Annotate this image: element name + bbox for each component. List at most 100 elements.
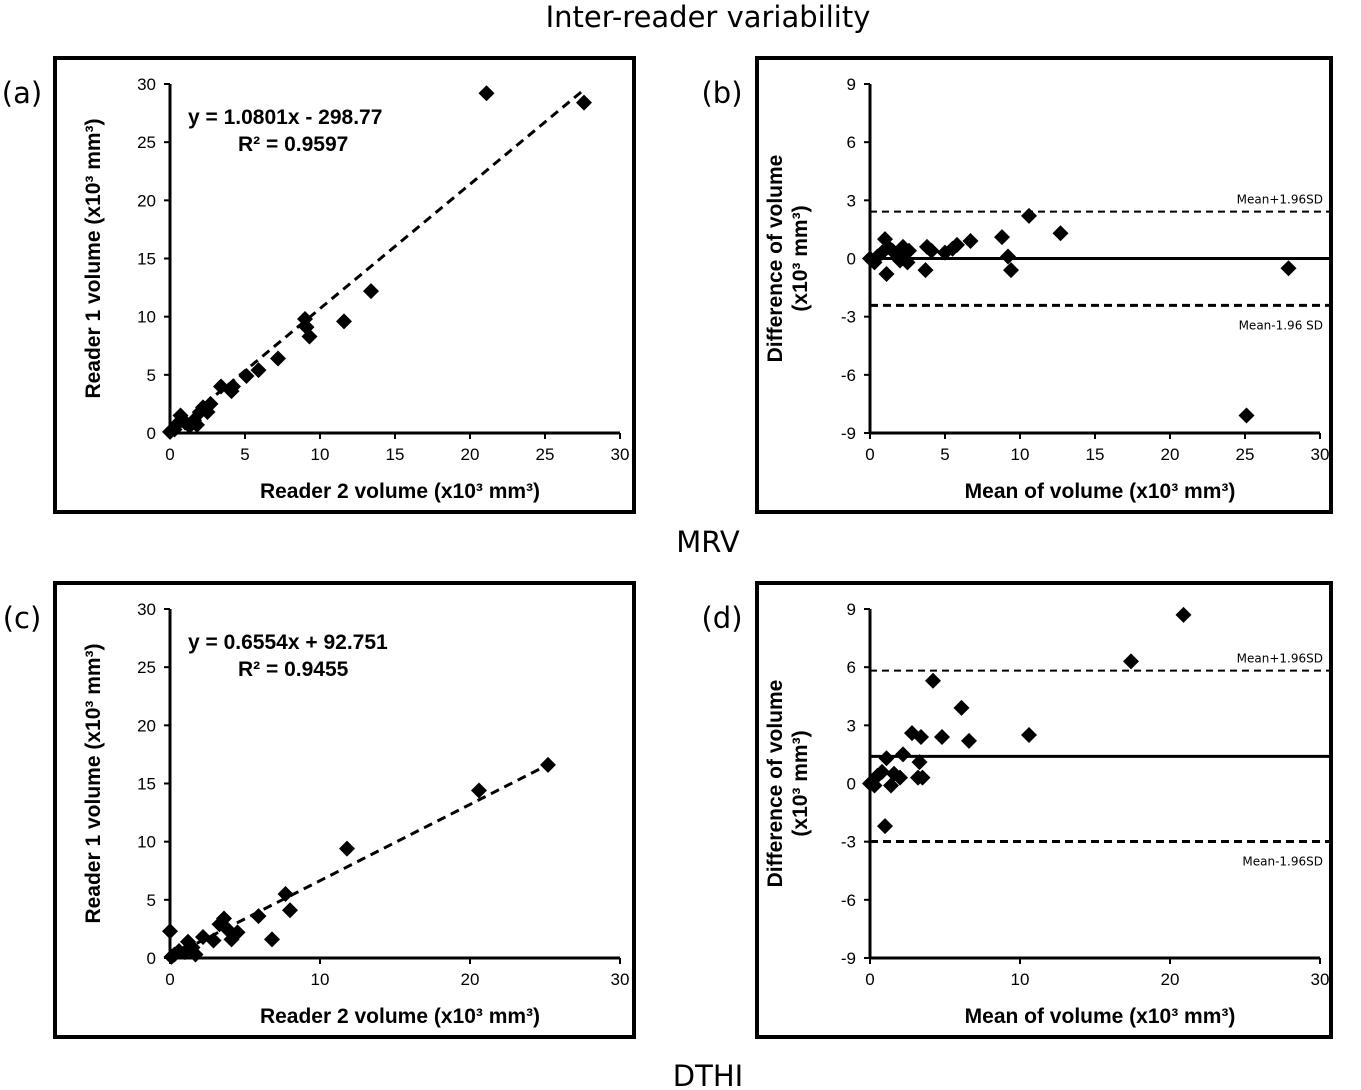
- trendline: [169, 763, 549, 959]
- data-point: [923, 242, 940, 259]
- panel-frame: [53, 56, 636, 514]
- y-tick-label: 20: [137, 716, 156, 735]
- x-axis-label: Reader 2 volume (x10³ mm³): [260, 480, 540, 503]
- x-tick-label: 10: [1011, 970, 1030, 989]
- y-axis-label-units: (x10³ mm³): [789, 205, 812, 311]
- data-point: [576, 94, 592, 111]
- panel-a: (a) 0 5 10 15 20 25 30 0 5 10 15 20 25 30 Reader 2 volu…: [2, 56, 636, 514]
- data-point: [1175, 606, 1192, 623]
- x-tick-label: 5: [240, 445, 249, 464]
- lower-limit-label: Mean-1.96 SD: [1239, 318, 1323, 332]
- data-point: [1123, 653, 1139, 670]
- data-point: [962, 233, 979, 250]
- data-point: [301, 328, 318, 345]
- y-tick-label: 5: [147, 891, 156, 910]
- data-point: [250, 362, 267, 379]
- data-point: [336, 313, 352, 330]
- group-label-dthi: DTHI: [673, 1059, 743, 1090]
- data-point: [913, 728, 929, 745]
- data-point: [1238, 407, 1255, 424]
- data-point: [934, 728, 950, 745]
- data-point: [1021, 727, 1037, 744]
- data-point: [953, 699, 970, 716]
- y-axis-label-units: (x10³ mm³): [789, 730, 812, 836]
- r-squared: R² = 0.9597: [238, 133, 348, 156]
- y-tick-label: 0: [147, 424, 156, 443]
- data-point: [883, 777, 899, 794]
- data-point: [277, 886, 294, 903]
- y-tick-label: -9: [841, 949, 856, 968]
- x-axis-label: Mean of volume (x10³ mm³): [965, 480, 1236, 503]
- x-tick-label: 30: [1311, 445, 1330, 464]
- data-point: [162, 923, 178, 940]
- y-tick-label: 25: [137, 133, 156, 152]
- data-point: [540, 756, 556, 773]
- y-tick-label: 15: [137, 775, 156, 794]
- data-point: [478, 85, 495, 102]
- x-tick-label: 30: [611, 445, 630, 464]
- data-point: [949, 236, 965, 253]
- upper-limit-label: Mean+1.96SD: [1237, 193, 1323, 207]
- y-tick-label: 30: [137, 75, 156, 94]
- panel-frame: [53, 581, 636, 1039]
- y-tick-label: 3: [847, 716, 856, 735]
- y-tick-label: -9: [841, 424, 856, 443]
- data-point: [205, 932, 222, 949]
- data-point: [1021, 207, 1037, 224]
- figure-title: Inter-reader variability: [546, 0, 871, 34]
- group-label-mrv: MRV: [676, 525, 740, 559]
- x-tick-label: 30: [611, 970, 630, 989]
- y-tick-label: -3: [841, 308, 856, 327]
- data-point: [1003, 262, 1019, 279]
- panel-c: (c) 0 10 20 30 0 5 10 15 20 25 30 Reader 2 volume (x…: [3, 581, 636, 1039]
- y-tick-label: 0: [147, 949, 156, 968]
- x-axis-label: Reader 2 volume (x10³ mm³): [260, 1005, 540, 1028]
- data-point: [339, 840, 355, 857]
- data-point: [874, 763, 890, 780]
- panel-d: (d) 0 10 20 30 -9 -6 -3 0 3 6 9 Mean of volume (x10³…: [701, 581, 1333, 1039]
- y-axis-label: Difference of volume: [764, 680, 787, 888]
- y-tick-label: 20: [137, 191, 156, 210]
- x-tick-label: 0: [165, 970, 174, 989]
- y-tick-label: -6: [841, 366, 856, 385]
- x-tick-label: 20: [1161, 445, 1180, 464]
- x-tick-label: 30: [1311, 970, 1330, 989]
- trend-equation: y = 1.0801x - 298.77: [188, 106, 382, 129]
- data-point: [914, 769, 931, 786]
- x-tick-label: 20: [461, 970, 480, 989]
- data-point: [238, 367, 255, 384]
- data-point: [270, 350, 286, 367]
- panel-label: (a): [2, 76, 42, 110]
- x-axis-label: Mean of volume (x10³ mm³): [965, 1005, 1236, 1028]
- y-tick-label: 30: [137, 600, 156, 619]
- y-tick-label: 3: [847, 191, 856, 210]
- trend-equation: y = 0.6554x + 92.751: [188, 631, 388, 654]
- y-axis-label: Reader 1 volume (x10³ mm³): [82, 643, 105, 923]
- panel-frame: [755, 56, 1333, 514]
- y-tick-label: 0: [847, 250, 856, 269]
- panel-frame: [755, 581, 1333, 1039]
- y-tick-label: 6: [847, 133, 856, 152]
- data-point: [282, 902, 298, 919]
- y-tick-label: -6: [841, 891, 856, 910]
- y-tick-label: 15: [137, 250, 156, 269]
- y-axis-label: Reader 1 volume (x10³ mm³): [82, 118, 105, 398]
- panel-label: (b): [701, 76, 742, 110]
- data-point: [225, 378, 241, 395]
- x-tick-label: 0: [165, 445, 174, 464]
- data-point: [229, 924, 246, 941]
- y-tick-label: 25: [137, 658, 156, 677]
- x-tick-label: 10: [311, 970, 330, 989]
- x-tick-label: 10: [1011, 445, 1030, 464]
- y-tick-label: 6: [847, 658, 856, 677]
- data-point: [994, 229, 1010, 246]
- y-axis-label: Difference of volume: [764, 155, 787, 363]
- data-point: [189, 416, 205, 433]
- y-tick-label: -3: [841, 833, 856, 852]
- x-tick-label: 20: [461, 445, 480, 464]
- x-tick-label: 25: [536, 445, 555, 464]
- r-squared: R² = 0.9455: [238, 658, 349, 681]
- panel-label: (d): [701, 601, 742, 635]
- data-point: [892, 769, 908, 786]
- upper-limit-label: Mean+1.96SD: [1237, 652, 1323, 666]
